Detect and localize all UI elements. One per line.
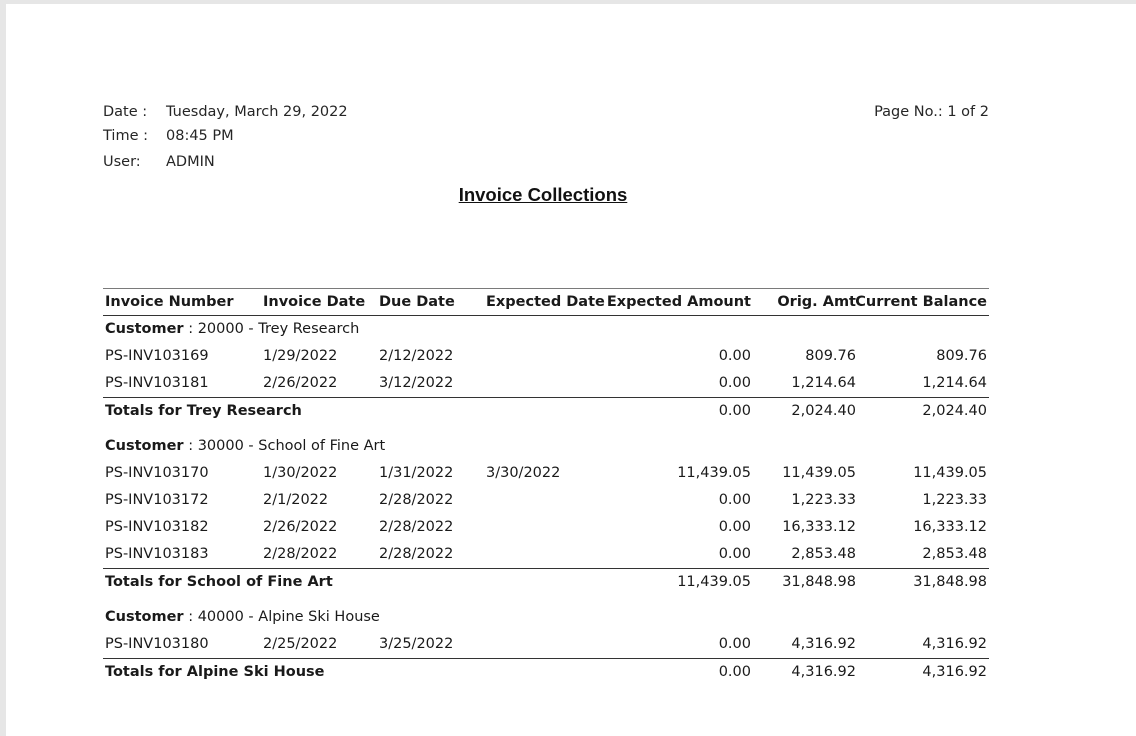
invoice-table: Invoice Number Invoice Date Due Date Exp… xyxy=(103,288,989,686)
group-spacer xyxy=(103,425,989,433)
totals-current-balance: 4,316.92 xyxy=(922,664,987,680)
totals-label: Totals for Trey Research xyxy=(105,403,302,419)
cell-invoice-number: PS-INV103169 xyxy=(105,348,209,364)
totals-label: Totals for Alpine Ski House xyxy=(105,664,325,680)
totals-current-balance: 2,024.40 xyxy=(922,403,987,419)
cell-expected-amount: 0.00 xyxy=(718,546,751,562)
cell-orig-amt: 809.76 xyxy=(805,348,856,364)
cell-expected-amount: 0.00 xyxy=(718,375,751,391)
cell-current-balance: 1,214.64 xyxy=(922,375,987,391)
customer-name: : 40000 - Alpine Ski House xyxy=(183,609,380,625)
date-label: Date : xyxy=(103,104,148,120)
user-label: User: xyxy=(103,154,141,170)
customer-label: Customer xyxy=(105,438,184,454)
cell-current-balance: 2,853.48 xyxy=(922,546,987,562)
report-page: Date : Tuesday, March 29, 2022 Time : 08… xyxy=(6,4,1136,736)
cell-due-date: 2/28/2022 xyxy=(379,519,454,535)
table-row: PS-INV103182 2/26/2022 2/28/2022 0.00 16,333… xyxy=(103,514,989,541)
cell-orig-amt: 16,333.12 xyxy=(782,519,856,535)
cell-invoice-date: 2/26/2022 xyxy=(263,519,338,535)
cell-invoice-date: 2/1/2022 xyxy=(263,492,329,508)
cell-due-date: 2/12/2022 xyxy=(379,348,454,364)
cell-due-date: 2/28/2022 xyxy=(379,492,454,508)
cell-invoice-number: PS-INV103172 xyxy=(105,492,209,508)
cell-invoice-number: PS-INV103181 xyxy=(105,375,209,391)
table-row: PS-INV103181 2/26/2022 3/12/2022 0.00 1,214.… xyxy=(103,370,989,397)
customer-label: Customer xyxy=(105,609,184,625)
cell-orig-amt: 1,223.33 xyxy=(791,492,856,508)
cell-invoice-date: 1/29/2022 xyxy=(263,348,338,364)
cell-orig-amt: 1,214.64 xyxy=(791,375,856,391)
cell-invoice-date: 2/25/2022 xyxy=(263,636,338,652)
cell-current-balance: 4,316.92 xyxy=(922,636,987,652)
totals-row: Totals for Trey Research 0.00 2,024.40 2,02… xyxy=(103,397,989,425)
column-header-invoice-number: Invoice Number xyxy=(105,294,234,310)
time-label: Time : xyxy=(103,128,148,144)
cell-current-balance: 809.76 xyxy=(936,348,987,364)
column-header-orig-amt: Orig. Amt xyxy=(777,294,856,310)
totals-row: Totals for School of Fine Art 11,439.05 31… xyxy=(103,568,989,596)
cell-due-date: 3/12/2022 xyxy=(379,375,454,391)
table-row: PS-INV103183 2/28/2022 2/28/2022 0.00 2,853.… xyxy=(103,541,989,568)
cell-invoice-date: 2/26/2022 xyxy=(263,375,338,391)
table-row: PS-INV103169 1/29/2022 2/12/2022 0.00 809.76… xyxy=(103,343,989,370)
cell-invoice-number: PS-INV103183 xyxy=(105,546,209,562)
totals-expected-amount: 0.00 xyxy=(718,664,751,680)
cell-invoice-number: PS-INV103170 xyxy=(105,465,209,481)
cell-orig-amt: 11,439.05 xyxy=(782,465,856,481)
totals-label: Totals for School of Fine Art xyxy=(105,574,333,590)
cell-orig-amt: 2,853.48 xyxy=(791,546,856,562)
cell-invoice-date: 1/30/2022 xyxy=(263,465,338,481)
totals-expected-amount: 0.00 xyxy=(718,403,751,419)
totals-orig-amt: 4,316.92 xyxy=(791,664,856,680)
customer-heading: Customer : 20000 - Trey Research xyxy=(105,321,359,337)
cell-due-date: 3/25/2022 xyxy=(379,636,454,652)
cell-expected-date: 3/30/2022 xyxy=(486,465,561,481)
cell-orig-amt: 4,316.92 xyxy=(791,636,856,652)
cell-expected-amount: 0.00 xyxy=(718,348,751,364)
customer-row: Customer : 40000 - Alpine Ski House xyxy=(103,604,989,631)
cell-current-balance: 11,439.05 xyxy=(913,465,987,481)
totals-expected-amount: 11,439.05 xyxy=(677,574,751,590)
customer-label: Customer xyxy=(105,321,184,337)
page-number: Page No.: 1 of 2 xyxy=(874,104,989,120)
totals-orig-amt: 2,024.40 xyxy=(791,403,856,419)
user-value: ADMIN xyxy=(166,154,215,170)
customer-groups: Customer : 20000 - Trey Research PS-INV10… xyxy=(103,316,989,686)
cell-due-date: 1/31/2022 xyxy=(379,465,454,481)
customer-heading: Customer : 30000 - School of Fine Art xyxy=(105,438,385,454)
customer-row: Customer : 20000 - Trey Research xyxy=(103,316,989,343)
cell-invoice-date: 2/28/2022 xyxy=(263,546,338,562)
report-title: Invoice Collections xyxy=(458,184,628,205)
column-header-expected-amount: Expected Amount xyxy=(606,294,751,310)
cell-expected-amount: 0.00 xyxy=(718,492,751,508)
cell-invoice-number: PS-INV103180 xyxy=(105,636,209,652)
cell-expected-amount: 0.00 xyxy=(718,636,751,652)
column-header-invoice-date: Invoice Date xyxy=(263,294,366,310)
table-row: PS-INV103180 2/25/2022 3/25/2022 0.00 4,316.… xyxy=(103,631,989,658)
table-row: PS-INV103170 1/30/2022 1/31/2022 3/30/2022 1… xyxy=(103,460,989,487)
group-spacer xyxy=(103,596,989,604)
column-header-expected-date: Expected Date xyxy=(486,294,605,310)
customer-name: : 30000 - School of Fine Art xyxy=(183,438,386,454)
customer-row: Customer : 30000 - School of Fine Art xyxy=(103,433,989,460)
cell-expected-amount: 11,439.05 xyxy=(677,465,751,481)
cell-expected-amount: 0.00 xyxy=(718,519,751,535)
table-header-row: Invoice Number Invoice Date Due Date Exp… xyxy=(103,288,989,316)
cell-current-balance: 16,333.12 xyxy=(913,519,987,535)
table-row: PS-INV103172 2/1/2022 2/28/2022 0.00 1,223.3… xyxy=(103,487,989,514)
totals-row: Totals for Alpine Ski House 0.00 4,316.92 4… xyxy=(103,658,989,686)
column-header-current-balance: Current Balance xyxy=(855,294,987,310)
cell-invoice-number: PS-INV103182 xyxy=(105,519,209,535)
customer-name: : 20000 - Trey Research xyxy=(183,321,360,337)
cell-due-date: 2/28/2022 xyxy=(379,546,454,562)
customer-heading: Customer : 40000 - Alpine Ski House xyxy=(105,609,380,625)
column-header-due-date: Due Date xyxy=(379,294,455,310)
date-value: Tuesday, March 29, 2022 xyxy=(166,104,348,120)
totals-current-balance: 31,848.98 xyxy=(913,574,987,590)
totals-orig-amt: 31,848.98 xyxy=(782,574,856,590)
time-value: 08:45 PM xyxy=(166,128,234,144)
cell-current-balance: 1,223.33 xyxy=(922,492,987,508)
